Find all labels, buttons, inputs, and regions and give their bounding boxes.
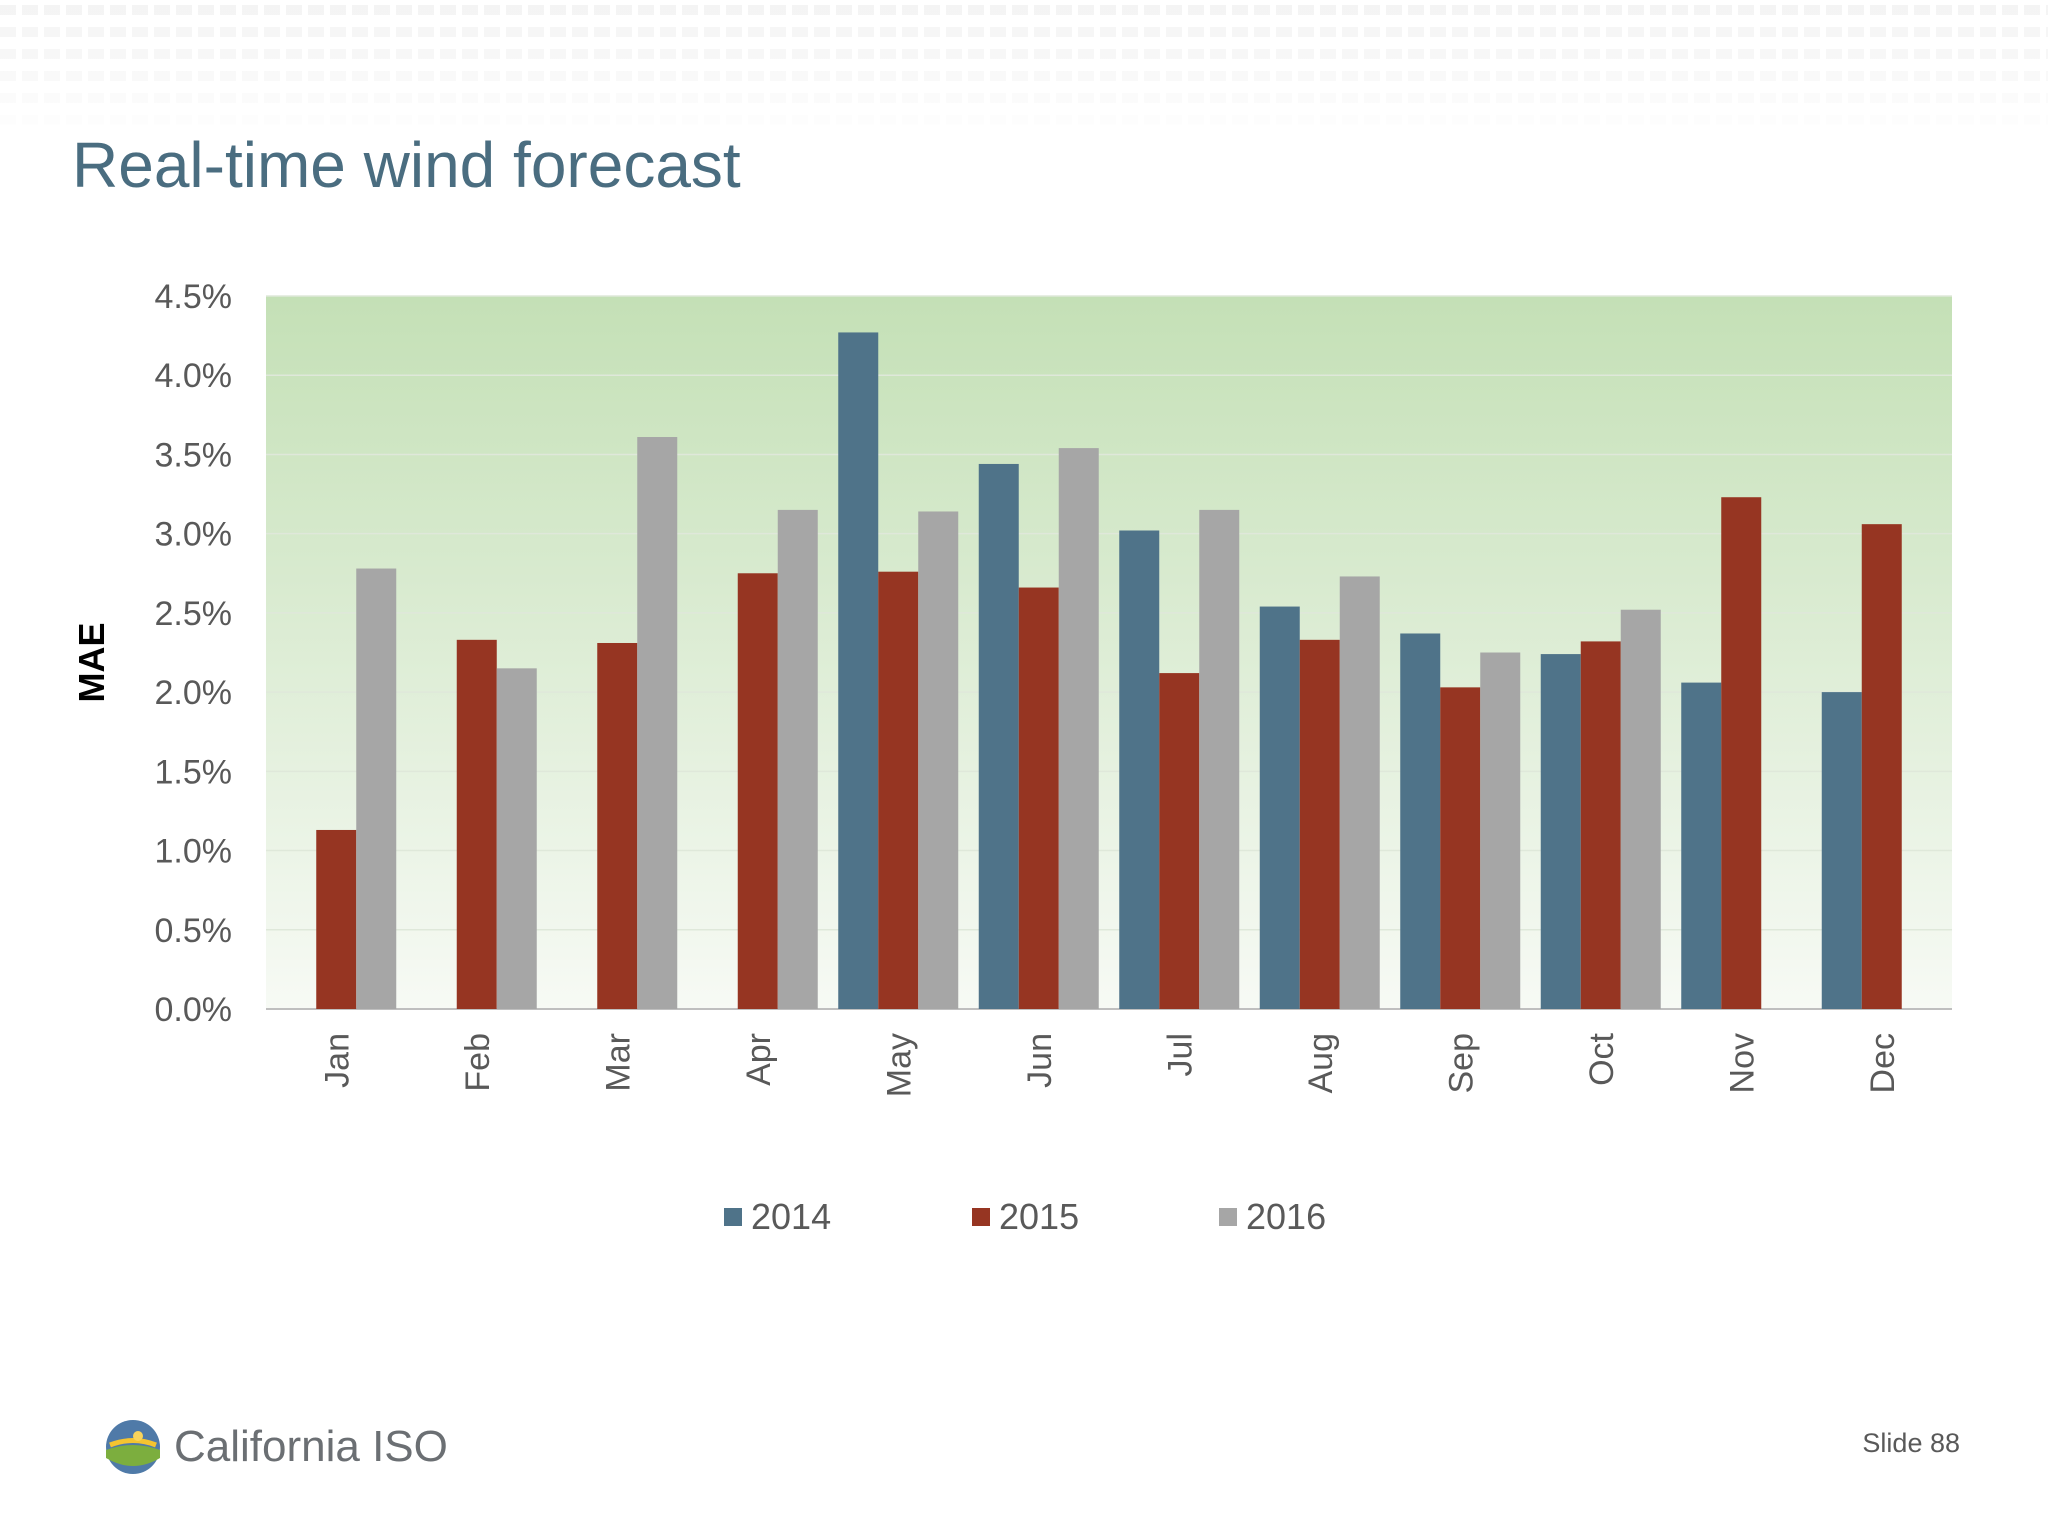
y-tick-label: 1.5% — [155, 753, 233, 791]
bar-2015-jan — [316, 829, 357, 1009]
y-tick-label: 2.5% — [155, 595, 233, 633]
bar-2016-oct — [1620, 609, 1661, 1009]
bar-2014-sep — [1400, 633, 1441, 1009]
bar-2015-dec — [1861, 524, 1902, 1009]
bar-2015-jun — [1018, 587, 1059, 1009]
header-pattern-decoration — [0, 0, 2048, 140]
legend-label: 2014 — [751, 1196, 831, 1237]
bar-2016-jul — [1199, 509, 1240, 1009]
bar-2014-may — [838, 332, 879, 1009]
y-tick-label: 0.0% — [155, 991, 233, 1029]
bar-2016-feb — [496, 668, 537, 1009]
bar-2015-aug — [1299, 639, 1340, 1009]
logo-icon — [106, 1420, 160, 1474]
x-tick-label: Feb — [459, 1033, 497, 1092]
y-tick-label: 4.5% — [155, 278, 233, 316]
bar-2015-may — [878, 571, 919, 1009]
company-logo: California ISO — [104, 1414, 448, 1480]
bar-2014-oct — [1540, 654, 1581, 1009]
y-tick-label: 2.0% — [155, 674, 233, 712]
x-tick-label: Nov — [1723, 1033, 1761, 1093]
bar-2016-aug — [1339, 576, 1380, 1009]
legend-item-2015: 2015 — [972, 1196, 1079, 1237]
legend-label: 2015 — [999, 1196, 1079, 1237]
slide-number: Slide 88 — [1862, 1428, 1960, 1458]
bar-2014-dec — [1821, 692, 1862, 1009]
bar-2015-sep — [1440, 687, 1481, 1009]
x-tick-label: May — [880, 1033, 918, 1097]
bar-2014-jun — [978, 463, 1019, 1009]
x-tick-label: Aug — [1302, 1033, 1340, 1094]
y-tick-label: 0.5% — [155, 912, 233, 950]
legend-item-2014: 2014 — [724, 1196, 831, 1237]
x-tick-label: Jan — [318, 1033, 356, 1088]
bar-2015-mar — [597, 642, 638, 1009]
legend-swatch — [724, 1208, 742, 1226]
x-tick-label: Apr — [740, 1033, 778, 1086]
y-axis-title: MAE — [71, 623, 112, 703]
bar-2014-jul — [1119, 530, 1160, 1009]
x-tick-label: Jul — [1161, 1033, 1199, 1076]
bar-2016-apr — [777, 509, 818, 1009]
bar-2016-jan — [356, 568, 397, 1009]
y-tick-label: 1.0% — [155, 833, 233, 871]
bar-2015-oct — [1580, 641, 1621, 1009]
slide-title: Real-time wind forecast — [72, 129, 741, 201]
logo-text: California ISO — [174, 1422, 448, 1471]
bar-2015-nov — [1721, 497, 1762, 1009]
x-tick-label: Jun — [1021, 1033, 1059, 1088]
legend-swatch — [1219, 1208, 1237, 1226]
x-tick-label: Dec — [1864, 1033, 1902, 1093]
x-tick-label: Oct — [1583, 1032, 1621, 1085]
bar-2016-may — [918, 511, 959, 1009]
bar-2016-sep — [1480, 652, 1521, 1009]
bar-2015-feb — [456, 639, 497, 1009]
y-tick-label: 3.5% — [155, 436, 233, 474]
bar-2014-nov — [1681, 682, 1722, 1009]
x-tick-label: Sep — [1442, 1033, 1480, 1094]
y-tick-label: 3.0% — [155, 516, 233, 554]
plot-area — [266, 296, 1952, 1009]
y-tick-label: 4.0% — [155, 357, 233, 395]
bar-2015-apr — [737, 573, 778, 1009]
x-tick-label: Mar — [599, 1033, 637, 1092]
bar-2016-mar — [637, 437, 678, 1009]
bar-2014-aug — [1259, 606, 1300, 1009]
legend-label: 2016 — [1246, 1196, 1326, 1237]
legend-item-2016: 2016 — [1219, 1196, 1326, 1237]
legend-swatch — [972, 1208, 990, 1226]
bar-2016-jun — [1058, 448, 1099, 1009]
bar-2015-jul — [1159, 673, 1200, 1009]
